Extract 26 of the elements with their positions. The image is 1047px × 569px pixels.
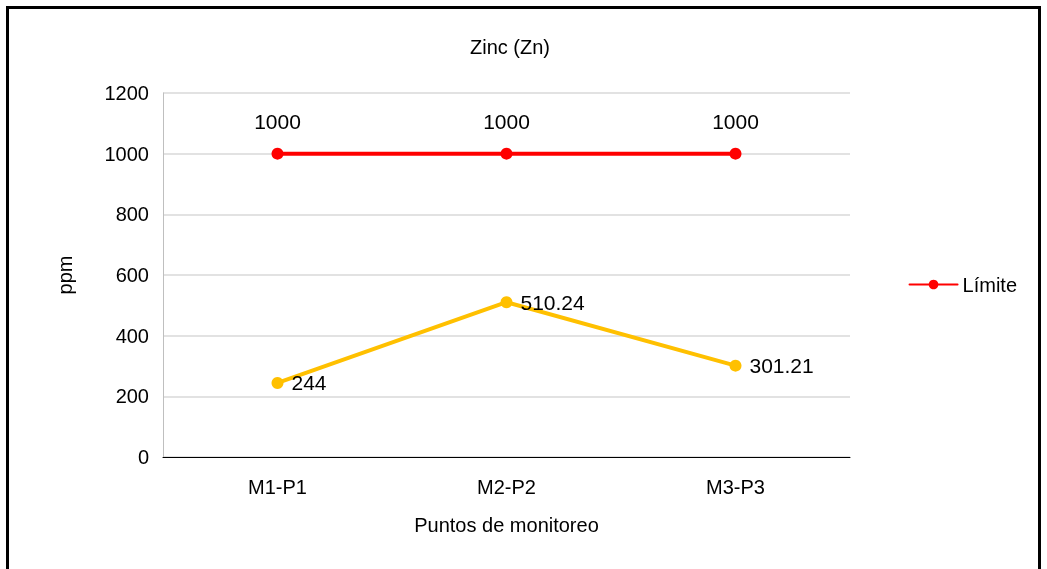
x-axis-title: Puntos de monitoreo	[414, 514, 599, 536]
legend-label: Límite	[962, 273, 1018, 296]
point	[729, 147, 742, 160]
y-tick-label: 0	[137, 446, 149, 468]
point	[271, 376, 284, 389]
data-label: 510.24	[520, 290, 586, 314]
data-label: 244	[291, 371, 327, 395]
y-tick-label: 200	[115, 385, 149, 408]
data-label: 1000	[712, 109, 759, 133]
x-tick-label: M2-P2	[477, 476, 536, 498]
x-tick-label: M3-P3	[706, 476, 765, 498]
data-label: 1000	[254, 109, 301, 133]
data-label: 301.21	[749, 354, 814, 378]
point	[729, 359, 742, 372]
y-tick-label: 800	[115, 203, 149, 226]
point	[500, 147, 513, 160]
y-axis-title: ppm	[54, 255, 76, 295]
y-tick-label: 1000	[104, 142, 149, 165]
y-tick-label: 1200	[104, 82, 149, 104]
y-tick-label: 600	[115, 264, 149, 286]
y-tick-label: 400	[115, 324, 149, 347]
point	[500, 296, 513, 309]
data-label: 1000	[483, 109, 530, 133]
point	[271, 147, 284, 160]
x-tick-label: M1-P1	[248, 476, 307, 498]
chart-title: Zinc (Zn)	[470, 36, 550, 58]
